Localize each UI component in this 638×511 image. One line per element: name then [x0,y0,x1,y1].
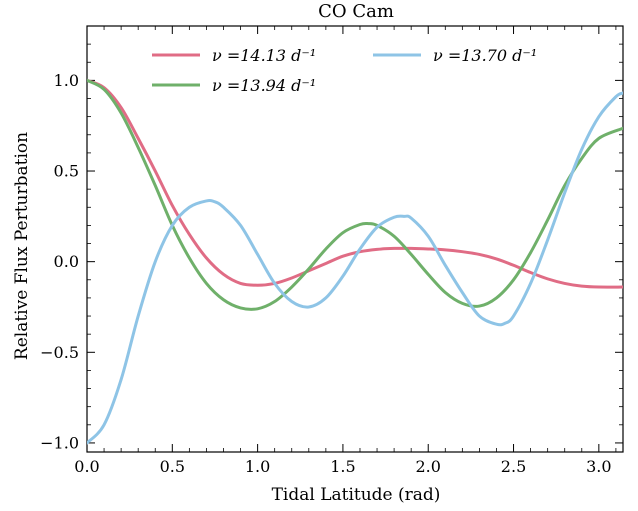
x-tick-label: 3.0 [586,457,611,476]
y-tick-label: 0.0 [54,252,79,271]
y-tick-label: 1.0 [54,71,79,90]
plot-area [86,25,624,453]
y-axis-label: Relative Flux Perturbation [12,132,32,360]
plot-frame [86,25,624,453]
chart-title: CO Cam [318,1,394,22]
legend-label-3: ν =13.70 d⁻¹ [433,46,537,65]
x-axis-label: Tidal Latitude (rad) [272,485,441,505]
series-line-3 [87,91,623,445]
series-line-1 [87,78,623,289]
x-tick-label: 0.5 [160,457,185,476]
x-tick-label: 2.5 [501,457,526,476]
series-line-2 [87,78,623,311]
legend-label-1: ν =14.13 d⁻¹ [212,46,316,65]
y-tick-label: −1.0 [40,433,79,452]
y-tick-label: 0.5 [54,162,79,181]
x-tick-label: 2.0 [416,457,441,476]
legend: ν =14.13 d⁻¹ ν =13.94 d⁻¹ ν =13.70 d⁻¹ [152,46,537,95]
x-tick-label: 1.5 [330,457,355,476]
axis-ticks [86,26,623,452]
legend-label-2: ν =13.94 d⁻¹ [212,76,316,95]
y-tick-label: −0.5 [40,343,79,362]
axis-tick-labels: 0.0 0.5 1.0 1.5 2.0 2.5 3.0 −1.0 −0.5 0.0 0.5 1.0 [40,71,611,476]
series-lines [87,78,623,445]
x-tick-label: 0.0 [74,457,99,476]
x-tick-label: 1.0 [245,457,270,476]
